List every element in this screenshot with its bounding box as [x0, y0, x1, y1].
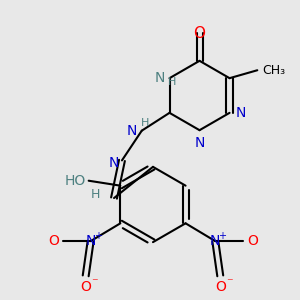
- Text: ⁻: ⁻: [91, 276, 98, 289]
- Text: H: H: [141, 118, 149, 128]
- Text: O: O: [215, 280, 226, 294]
- Text: H: H: [167, 77, 176, 87]
- Text: N: N: [154, 71, 165, 85]
- Text: N: N: [194, 136, 205, 150]
- Text: +: +: [94, 231, 102, 241]
- Text: ⁻: ⁻: [226, 276, 232, 289]
- Text: O: O: [48, 234, 59, 248]
- Text: O: O: [80, 280, 91, 294]
- Text: HO: HO: [64, 174, 86, 188]
- Text: +: +: [218, 231, 226, 241]
- Text: O: O: [194, 26, 206, 40]
- Text: H: H: [91, 188, 100, 201]
- Text: N: N: [126, 124, 137, 138]
- Text: N: N: [85, 234, 96, 248]
- Text: N: N: [210, 234, 220, 248]
- Text: N: N: [109, 156, 119, 170]
- Text: CH₃: CH₃: [262, 64, 285, 77]
- Text: N: N: [236, 106, 246, 120]
- Text: O: O: [247, 234, 258, 248]
